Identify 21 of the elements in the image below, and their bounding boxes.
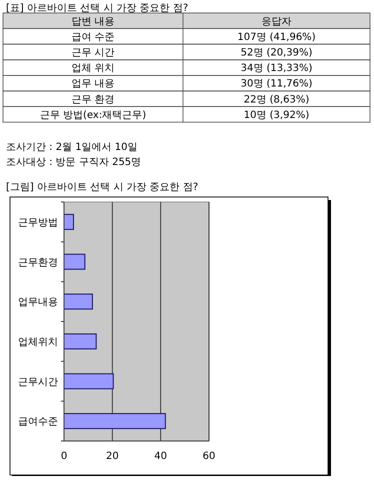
y-tick-label: 근무방법 <box>18 217 58 228</box>
bar <box>64 214 74 230</box>
bar <box>64 294 93 310</box>
bar <box>64 413 166 430</box>
x-tick-label: 40 <box>154 451 168 462</box>
x-tick-label: 60 <box>202 451 216 462</box>
y-tick-label: 근무환경 <box>18 257 58 268</box>
bar <box>64 254 86 270</box>
y-tick-label: 업무내용 <box>18 297 58 308</box>
bar <box>64 333 97 350</box>
y-tick-label: 급여수준 <box>18 416 58 428</box>
y-tick-label: 업체위치 <box>18 336 58 348</box>
text: 조사기간 : 2월 1일에서 10일 <box>6 142 138 153</box>
text: 조사대상 : 방문 구직자 255명 <box>6 157 142 168</box>
table: 답변 내용 응답자 급여 수준 107명 (41,96%) 근무 시간 52명 (20,39%) 업체 위치 34명 (13,33%) 업무 내용 30명 (11,76%) 근무 환경 22명 (8,63%) 근무 방법(ex:재택근무) 10명 (3,92%) <box>2 12 370 123</box>
x-tick-label: 0 <box>60 451 68 462</box>
text: [표] 아르바이트 선택 시 가장 중요한 점? <box>6 3 188 14</box>
chart-title: [그림] 아르바이트 선택 시 가장 중요한 점? <box>6 182 198 193</box>
bar <box>64 373 114 390</box>
y-tick-label: 근무시간 <box>18 376 58 388</box>
x-tick-label: 20 <box>106 451 119 462</box>
